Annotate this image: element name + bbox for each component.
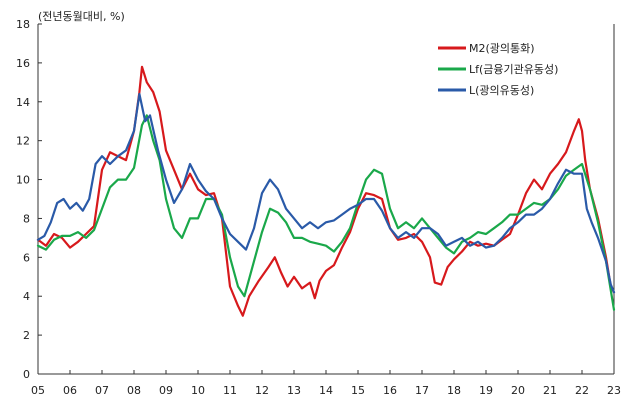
x-tick-label: 19 [479, 384, 493, 397]
y-tick-label: 8 [23, 212, 30, 225]
axes [37, 24, 615, 375]
series-lines [36, 65, 616, 317]
x-axis-ticks: 05 06 07 08 09 10 11 12 13 14 15 16 17 18 19 20 21 22 23 [31, 370, 621, 397]
legend: M2(광의통화) Lf(금융기관유동성) L(광의유동성) [438, 42, 558, 97]
y-tick-label: 6 [23, 251, 30, 264]
x-tick-label: 12 [255, 384, 269, 397]
series-line-2 [36, 114, 616, 311]
x-tick-label: 21 [543, 384, 557, 397]
y-axis-ticks: 0 2 4 6 8 10 12 14 16 18 [16, 18, 42, 381]
x-tick-label: 11 [223, 384, 237, 397]
x-tick-label: 14 [319, 384, 333, 397]
y-tick-label: 4 [23, 290, 30, 303]
x-tick-label: 10 [191, 384, 205, 397]
legend-label: L(광의유동성) [469, 84, 534, 97]
x-tick-label: 09 [159, 384, 173, 397]
x-tick-label: 08 [127, 384, 141, 397]
x-tick-label: 23 [607, 384, 621, 397]
x-tick-label: 13 [287, 384, 301, 397]
x-tick-label: 22 [575, 384, 589, 397]
y-tick-label: 10 [16, 174, 30, 187]
y-tick-label: 14 [16, 96, 30, 109]
y-tick-label: 12 [16, 135, 30, 148]
y-tick-label: 0 [23, 368, 30, 381]
x-tick-label: 16 [383, 384, 397, 397]
y-tick-label: 2 [23, 329, 30, 342]
unit-label: (전년동월대비, %) [38, 10, 125, 23]
legend-label: Lf(금융기관유동성) [469, 63, 558, 76]
x-tick-label: 20 [511, 384, 525, 397]
series-line-3 [36, 92, 616, 294]
x-tick-label: 15 [351, 384, 365, 397]
x-tick-label: 06 [63, 384, 77, 397]
x-tick-label: 05 [31, 384, 45, 397]
x-tick-label: 17 [415, 384, 429, 397]
x-tick-label: 18 [447, 384, 461, 397]
x-tick-label: 07 [95, 384, 109, 397]
series-line-1 [36, 65, 616, 317]
legend-label: M2(광의통화) [469, 42, 535, 55]
y-tick-label: 16 [16, 57, 30, 70]
y-tick-label: 18 [16, 18, 30, 31]
